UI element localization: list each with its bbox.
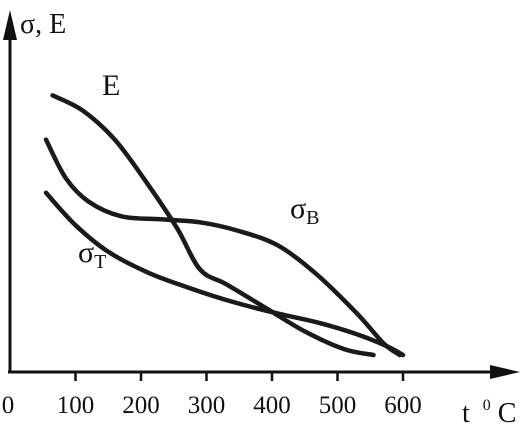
x-axis-label-main: t	[462, 398, 470, 425]
x-tick-label: 100	[57, 392, 95, 419]
x-axis-label-unit: C	[498, 398, 517, 425]
x-ticks: 0 100 200 300 400 500 600	[2, 372, 422, 419]
series-label: σT	[78, 236, 106, 273]
x-axis-arrow	[490, 365, 520, 379]
series-line-E	[50, 93, 376, 358]
x-tick-label: 400	[253, 392, 291, 419]
series-label: E	[102, 69, 120, 102]
x-tick-label: 500	[319, 392, 357, 419]
series-line-σT	[43, 190, 406, 358]
series-label: σB	[290, 192, 320, 229]
series-curves	[43, 93, 406, 358]
x-axis-label-sup: 0	[483, 397, 491, 414]
series-line-σB	[43, 137, 402, 358]
y-axis-arrow	[3, 10, 17, 40]
series-labels: EσB σT	[78, 69, 320, 273]
x-tick-label: 600	[384, 392, 422, 419]
x-tick-label: 200	[122, 392, 160, 419]
y-axis-label: σ, E	[20, 9, 66, 40]
x-axis-label: t 0 C	[462, 386, 516, 425]
x-tick-label: 300	[188, 392, 226, 419]
x-tick-label: 0	[2, 392, 15, 419]
